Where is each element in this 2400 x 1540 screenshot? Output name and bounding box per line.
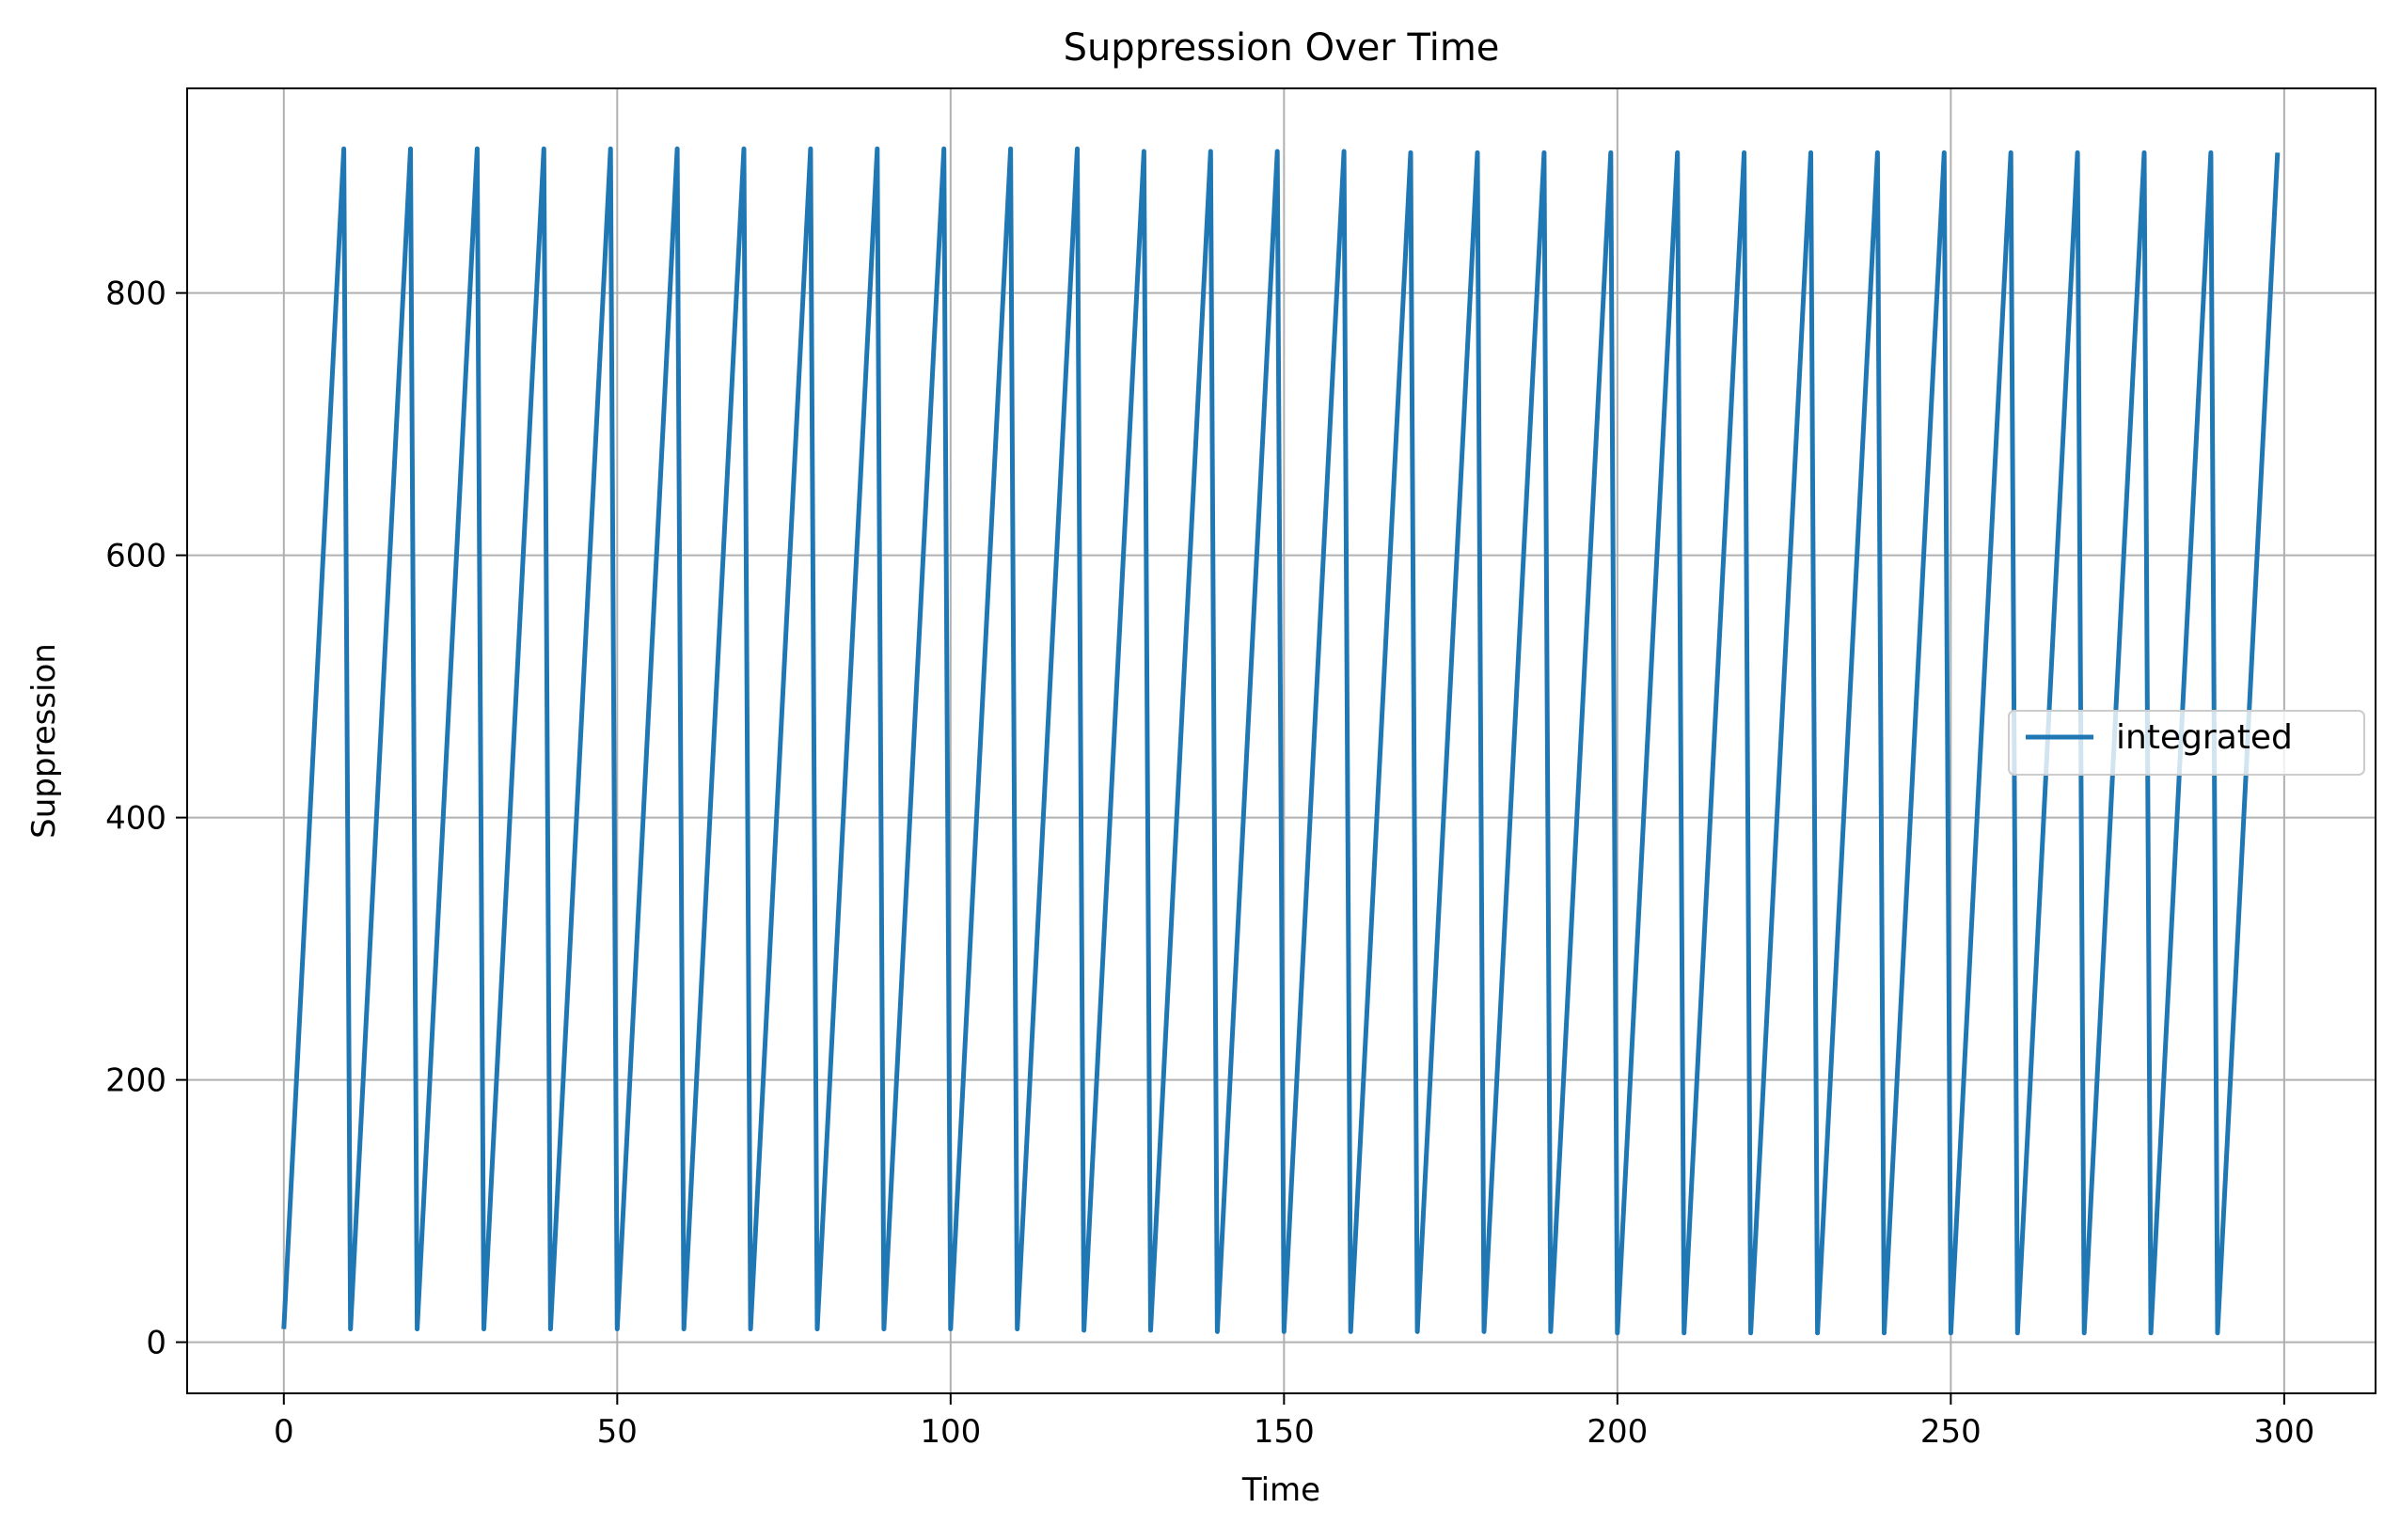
x-tick-label: 300: [2253, 1413, 2314, 1451]
ticks: 0 50 100 150 200 250 300 0 200 400 600 800: [105, 275, 2314, 1451]
x-tick-label: 150: [1254, 1413, 1315, 1451]
x-tick-label: 50: [597, 1413, 638, 1451]
y-tick-label: 800: [105, 275, 166, 313]
y-tick-label: 600: [105, 538, 166, 575]
y-tick-label: 0: [146, 1325, 166, 1362]
x-tick-label: 200: [1587, 1413, 1648, 1451]
y-tick-label: 200: [105, 1062, 166, 1100]
x-tick-label: 0: [274, 1413, 294, 1451]
legend: integrated: [2008, 710, 2365, 776]
series-layer: [281, 146, 2281, 1336]
y-axis-label: Suppression: [25, 643, 63, 839]
y-tick-label: 400: [105, 800, 166, 838]
plot-frame: [186, 87, 2376, 1394]
x-axis-label: Time: [1241, 1471, 1320, 1509]
x-tick-label: 250: [1920, 1413, 1982, 1451]
legend-label-integrated: integrated: [2116, 718, 2293, 757]
legend-box: [2008, 710, 2365, 776]
chart-title: Suppression Over Time: [1064, 26, 1500, 70]
series-line-integrated: [281, 146, 2281, 1336]
x-tick-label: 100: [920, 1413, 981, 1451]
